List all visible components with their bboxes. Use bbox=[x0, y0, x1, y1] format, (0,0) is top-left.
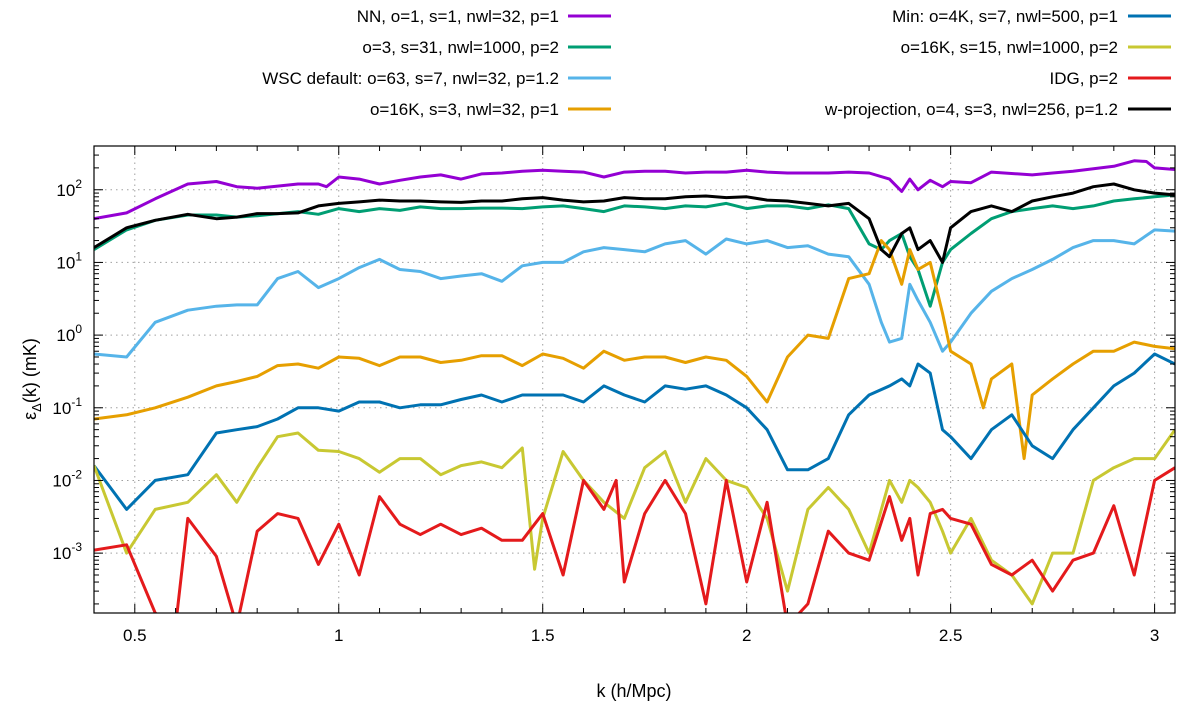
plot-frame bbox=[93, 145, 1176, 614]
series-line-7 bbox=[94, 466, 1175, 613]
legend-label-7: IDG, p=2 bbox=[1049, 69, 1118, 88]
legend-label-6: o=16K, s=15, nwl=1000, p=2 bbox=[901, 38, 1118, 57]
series-line-6 bbox=[94, 428, 1175, 606]
legend-label-4: o=16K, s=3, nwl=32, p=1 bbox=[370, 100, 559, 119]
x-tick-label: 1 bbox=[334, 626, 343, 645]
x-axis-title: k (h/Mpc) bbox=[596, 681, 671, 701]
x-tick-label: 0.5 bbox=[123, 626, 147, 645]
x-axis-ticks: 0.5 1 1.5 2 2.5 3 bbox=[123, 146, 1159, 645]
series-line-2 bbox=[94, 193, 1175, 308]
legend-label-2: o=3, s=31, nwl=1000, p=2 bbox=[362, 38, 559, 57]
y-tick-label: 100 bbox=[56, 322, 82, 345]
y-tick-label: 102 bbox=[56, 177, 82, 200]
y-axis-ticks: 10-3 10-2 10-1 100 101 102 bbox=[52, 145, 1175, 605]
legend: NN, o=1, s=1, nwl=32, p=1 o=3, s=31, nwl=… bbox=[262, 7, 1171, 119]
series-line-5 bbox=[94, 352, 1175, 511]
series-line-8 bbox=[94, 182, 1175, 264]
y-tick-label: 101 bbox=[56, 249, 82, 272]
x-tick-label: 2 bbox=[742, 626, 751, 645]
legend-label-1: NN, o=1, s=1, nwl=32, p=1 bbox=[357, 7, 559, 26]
legend-label-8: w-projection, o=4, s=3, nwl=256, p=1.2 bbox=[824, 100, 1118, 119]
y-tick-label: 10-1 bbox=[52, 395, 82, 418]
y-tick-label: 10-3 bbox=[52, 540, 82, 563]
series-line-1 bbox=[94, 159, 1175, 221]
x-tick-label: 3 bbox=[1150, 626, 1159, 645]
y-tick-label: 10-2 bbox=[52, 467, 82, 490]
legend-label-5: Min: o=4K, s=7, nwl=500, p=1 bbox=[892, 7, 1118, 26]
x-tick-label: 1.5 bbox=[531, 626, 555, 645]
series-lines bbox=[94, 159, 1175, 613]
series-line-4 bbox=[94, 239, 1175, 461]
y-axis-title: εΔ(k) (mK) bbox=[20, 338, 44, 420]
grid bbox=[94, 146, 1175, 613]
x-tick-label: 2.5 bbox=[939, 626, 963, 645]
legend-label-3: WSC default: o=63, s=7, nwl=32, p=1.2 bbox=[262, 69, 559, 88]
series-line-3 bbox=[94, 228, 1175, 359]
